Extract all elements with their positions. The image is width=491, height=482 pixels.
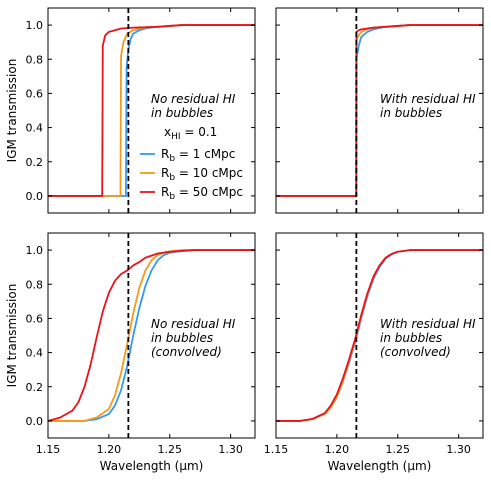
x-tick-label: 1.15 [36, 443, 61, 456]
panel-top-left: 0.0 0.2 0.4 0.6 0.8 1.0 IGM transmission No res… [5, 7, 256, 214]
legend-entry-prefix: R [161, 185, 169, 199]
y-tick-label: 0.2 [26, 156, 44, 169]
y-tick-label: 0.0 [26, 190, 44, 203]
legend-entry: Rb = 50 cMpc [161, 185, 243, 202]
annotation-line: in bubbles [151, 331, 213, 345]
x-tick-label: 1.20 [97, 443, 122, 456]
x-tick-label: 1.15 [264, 443, 289, 456]
legend-title-sub: HI [171, 132, 180, 142]
y-tick-label: 0.2 [26, 381, 44, 394]
y-axis-label: IGM transmission [5, 284, 19, 388]
annotation-line: No residual HI [151, 317, 236, 331]
legend-entry-suffix: = 50 cMpc [175, 185, 243, 199]
y-tick-label: 1.0 [26, 19, 44, 32]
annotation-line: With residual HI [380, 317, 476, 331]
series-line-50-cmpc [48, 249, 255, 422]
plot-area [48, 8, 255, 213]
axes-frame [275, 7, 484, 214]
annotation-line: (convolved) [151, 345, 222, 359]
axes-frame [275, 232, 484, 439]
legend-entry: Rb = 1 cMpc [161, 147, 235, 164]
legend-entry-prefix: R [161, 147, 169, 161]
annotation-line: With residual HI [380, 92, 476, 106]
legend-entry-suffix: = 1 cMpc [175, 147, 235, 161]
y-tick-label: 0.8 [26, 278, 44, 291]
legend-entry-sub: b [169, 192, 175, 202]
annotation-line: in bubbles [380, 106, 442, 120]
series-line-50-cmpc [276, 249, 483, 422]
y-tick-label: 0.4 [26, 347, 44, 360]
annotation-line: in bubbles [380, 331, 442, 345]
axes-frame [47, 7, 256, 214]
x-tick-label: 1.25 [386, 443, 411, 456]
x-tick-label: 1.30 [218, 443, 243, 456]
x-tick-label: 1.20 [325, 443, 350, 456]
y-tick-label: 1.0 [26, 244, 44, 257]
y-axis-label: IGM transmission [5, 59, 19, 163]
y-tick-label: 0.6 [26, 312, 44, 325]
legend-title-x: x [164, 125, 171, 139]
plot-area [276, 8, 483, 213]
series-line-50-cmpc [48, 24, 255, 197]
annotation-line: in bubbles [151, 106, 213, 120]
x-axis-label: Wavelength (μm) [328, 459, 432, 473]
legend-entry-sub: b [169, 173, 175, 183]
y-tick-label: 0.4 [26, 122, 44, 135]
y-tick-label: 0.8 [26, 53, 44, 66]
plot-area [48, 233, 255, 438]
axes-frame [47, 232, 256, 439]
plot-area [276, 233, 483, 438]
annotation-line: (convolved) [380, 345, 451, 359]
annotation-line: No residual HI [151, 92, 236, 106]
panel-bottom-left: 0.0 0.2 0.4 0.6 0.8 1.0 1.15 1.20 1.25 1.30 IGM tr… [5, 232, 256, 473]
legend-title: xHI = 0.1 [164, 125, 217, 142]
y-tick-label: 0.0 [26, 415, 44, 428]
y-tick-label: 0.6 [26, 87, 44, 100]
x-tick-label: 1.25 [158, 443, 183, 456]
x-axis-label: Wavelength (μm) [100, 459, 204, 473]
x-tick-label: 1.30 [446, 443, 471, 456]
panel-bottom-right: 1.15 1.20 1.25 1.30 Wavelength (μm) With resi… [264, 232, 484, 473]
legend-entry-prefix: R [161, 166, 169, 180]
legend-entry-suffix: = 10 cMpc [175, 166, 243, 180]
legend-title-value: = 0.1 [181, 125, 218, 139]
legend-entry: Rb = 10 cMpc [161, 166, 243, 183]
legend-entry-sub: b [169, 154, 175, 164]
